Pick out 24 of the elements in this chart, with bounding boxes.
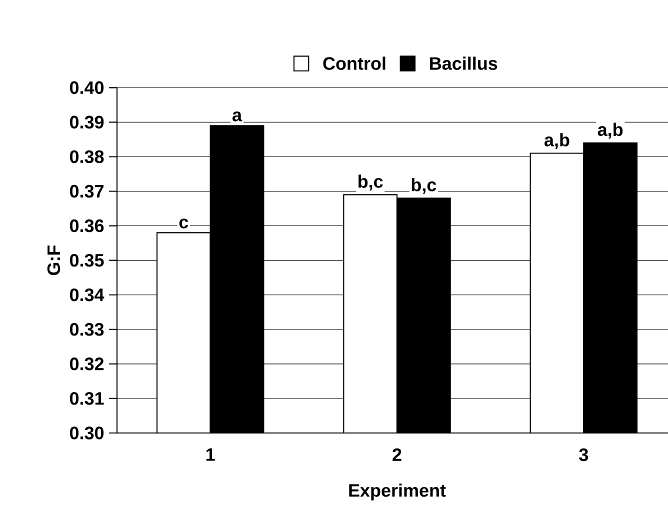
annotation: c — [179, 218, 188, 228]
y-tick-label: 0.38 — [70, 150, 104, 164]
annotation: a — [232, 112, 242, 122]
y-tick-label: 0.34 — [70, 288, 104, 302]
x-tick-label: 1 — [206, 448, 215, 461]
y-tick-label: 0.35 — [70, 254, 104, 267]
annotation: b,c — [358, 174, 383, 190]
y-tick-label: 0.37 — [70, 184, 104, 198]
x-tick-label: 3 — [579, 448, 588, 462]
y-tick-label: 0.31 — [70, 392, 104, 405]
y-tick-label: 0.33 — [70, 323, 104, 336]
y-tick-label: 0.40 — [70, 81, 104, 94]
y-tick-label: 0.30 — [70, 426, 104, 440]
x-axis-title: Experiment — [349, 484, 446, 500]
annotation: a,b — [544, 133, 570, 149]
x-tick-label: 2 — [392, 448, 402, 461]
annotation: b,c — [412, 178, 436, 194]
y-tick-label: 0.36 — [70, 219, 104, 232]
y-tick-label: 0.39 — [70, 116, 104, 129]
annotation: a,b — [598, 122, 623, 139]
y-tick-label: 0.32 — [70, 358, 104, 370]
legend-label: Bacillus — [430, 56, 498, 70]
y-axis-title: G:F — [47, 245, 60, 276]
legend-label: Control — [323, 56, 386, 70]
